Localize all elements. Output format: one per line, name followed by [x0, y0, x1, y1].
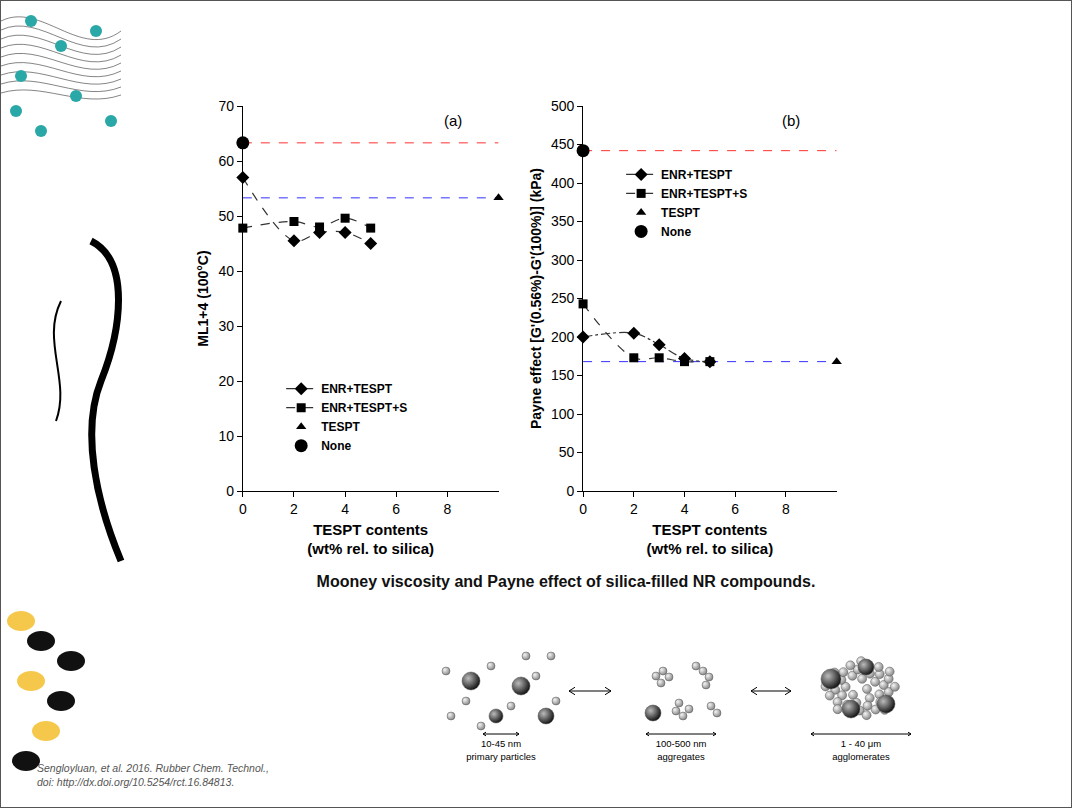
- svg-text:60: 60: [218, 153, 234, 169]
- svg-text:8: 8: [782, 501, 790, 517]
- svg-text:450: 450: [551, 136, 575, 152]
- svg-text:20: 20: [218, 373, 234, 389]
- svg-text:TESPT contents(wt% rel. to sil: TESPT contents(wt% rel. to silica): [307, 521, 434, 558]
- svg-text:aggregates: aggregates: [657, 751, 705, 762]
- svg-text:300: 300: [551, 252, 575, 268]
- svg-text:0: 0: [226, 483, 234, 499]
- svg-text:2: 2: [290, 501, 298, 517]
- svg-text:50: 50: [218, 208, 234, 224]
- svg-text:0: 0: [566, 483, 574, 499]
- svg-text:40: 40: [218, 263, 234, 279]
- svg-text:350: 350: [551, 213, 575, 229]
- svg-text:0: 0: [579, 501, 587, 517]
- svg-text:ML1+4 (100°C): ML1+4 (100°C): [195, 250, 211, 346]
- svg-text:4: 4: [341, 501, 349, 517]
- svg-text:250: 250: [551, 290, 575, 306]
- svg-text:200: 200: [551, 329, 575, 345]
- svg-text:TESPT contents(wt% rel. to sil: TESPT contents(wt% rel. to silica): [647, 521, 774, 558]
- svg-text:Payne effect [G'(0.56%)-G'(100: Payne effect [G'(0.56%)-G'(100%)] (kPa): [528, 168, 544, 429]
- svg-text:10-45 nm: 10-45 nm: [481, 738, 521, 749]
- svg-text:TESPT: TESPT: [321, 420, 360, 434]
- html-text:Mooney viscosity and Payne eff: Mooney viscosity and Payne effect of sil…: [316, 573, 816, 590]
- svg-text:(a): (a): [444, 112, 462, 129]
- svg-text:400: 400: [551, 175, 575, 191]
- svg-text:(b): (b): [782, 112, 800, 129]
- svg-text:6: 6: [731, 501, 739, 517]
- svg-text:500: 500: [551, 98, 575, 114]
- svg-text:1 - 40 μm: 1 - 40 μm: [841, 738, 881, 749]
- html-text:doi: http://dx.doi.org/10.5254: doi: http://dx.doi.org/10.5254/rct.16.84…: [37, 776, 235, 788]
- svg-text:100: 100: [551, 406, 575, 422]
- svg-text:None: None: [661, 225, 691, 239]
- svg-text:TESPT: TESPT: [661, 206, 700, 220]
- svg-text:150: 150: [551, 367, 575, 383]
- svg-text:ENR+TESPT+S: ENR+TESPT+S: [321, 401, 407, 415]
- svg-text:primary particles: primary particles: [466, 751, 536, 762]
- svg-text:30: 30: [218, 318, 234, 334]
- svg-text:ENR+TESPT: ENR+TESPT: [661, 168, 733, 182]
- svg-text:10: 10: [218, 428, 234, 444]
- svg-text:agglomerates: agglomerates: [832, 751, 890, 762]
- svg-text:100-500 nm: 100-500 nm: [656, 738, 707, 749]
- svg-text:0: 0: [239, 501, 247, 517]
- html-text:Sengloyluan, et al. 2016. Rubb: Sengloyluan, et al. 2016. Rubber Chem. T…: [37, 762, 269, 774]
- svg-text:4: 4: [681, 501, 689, 517]
- svg-text:6: 6: [392, 501, 400, 517]
- svg-text:70: 70: [218, 98, 234, 114]
- svg-text:8: 8: [444, 501, 452, 517]
- svg-text:50: 50: [559, 444, 575, 460]
- svg-text:ENR+TESPT: ENR+TESPT: [321, 382, 393, 396]
- svg-text:2: 2: [630, 501, 638, 517]
- svg-text:None: None: [321, 439, 351, 453]
- svg-text:ENR+TESPT+S: ENR+TESPT+S: [661, 187, 747, 201]
